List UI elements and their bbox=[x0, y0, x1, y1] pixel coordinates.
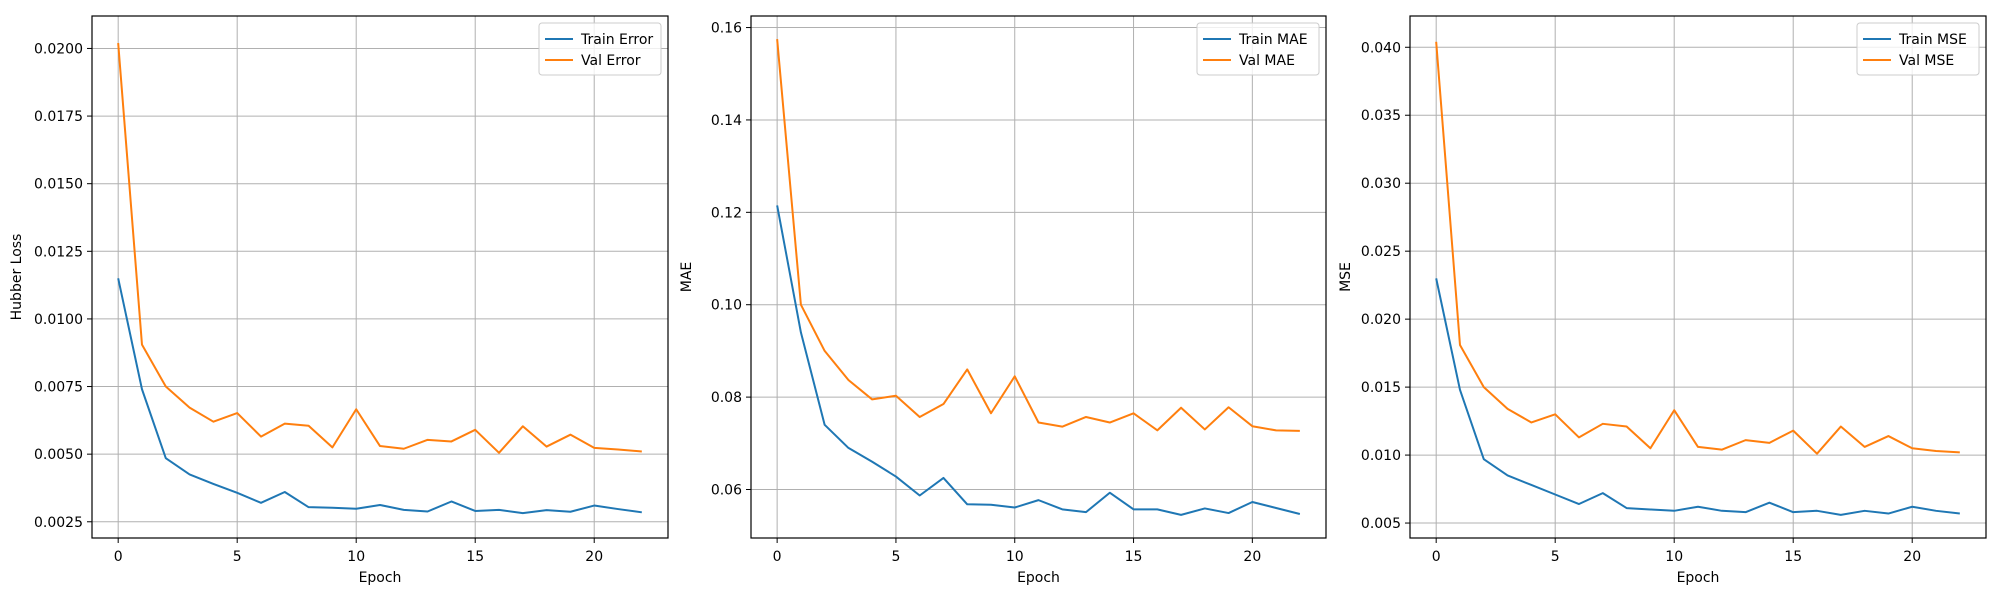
chart-panel-3: 0 5 10 15 20 0.005 0.010 0.015 0.020 0.025 0.030 0.… bbox=[1338, 15, 1987, 586]
x-tick-label: 10 bbox=[1665, 549, 1683, 565]
series-line-train-mae bbox=[776, 205, 1301, 516]
x-tick-label: 10 bbox=[1006, 549, 1024, 565]
legend: Train MAE Val MAE bbox=[1196, 22, 1320, 76]
plot-frame bbox=[750, 15, 1327, 539]
series-line-train-mse bbox=[1435, 278, 1960, 516]
legend: Train Error Val Error bbox=[538, 22, 662, 76]
series-line-val-mse bbox=[1435, 41, 1960, 455]
y-axis-label: MSE bbox=[1338, 262, 1354, 292]
x-tick-label: 20 bbox=[1243, 549, 1261, 565]
legend: Train MSE Val MSE bbox=[1856, 22, 1980, 76]
y-tick-label: 0.08 bbox=[711, 390, 742, 406]
y-tick-label: 0.0100 bbox=[34, 312, 83, 328]
series-line-val-mae bbox=[776, 39, 1300, 432]
series-line-train-error bbox=[117, 278, 642, 515]
x-axis-label: Epoch bbox=[1677, 570, 1720, 586]
x-tick-label: 5 bbox=[891, 549, 900, 565]
legend-label: Train MSE bbox=[1898, 32, 1967, 48]
x-tick-label: 0 bbox=[1432, 549, 1441, 565]
y-tick-label: 0.16 bbox=[711, 21, 742, 37]
x-axis-label: Epoch bbox=[359, 570, 402, 586]
y-tick-label: 0.0075 bbox=[34, 380, 83, 396]
y-tick-label: 0.010 bbox=[1361, 448, 1401, 464]
legend-label: Val MAE bbox=[1239, 53, 1295, 69]
y-tick-label: 0.12 bbox=[711, 205, 742, 221]
y-axis-label: MAE bbox=[679, 262, 695, 293]
y-tick-label: 0.020 bbox=[1361, 312, 1401, 328]
plot-frame bbox=[91, 15, 669, 539]
x-tick-label: 10 bbox=[347, 549, 365, 565]
x-tick-label: 15 bbox=[1125, 549, 1143, 565]
series-line-val-error bbox=[117, 42, 642, 454]
y-tick-label: 0.040 bbox=[1361, 40, 1401, 56]
y-tick-label: 0.025 bbox=[1361, 244, 1401, 260]
y-tick-label: 0.035 bbox=[1361, 108, 1401, 124]
plot-frame bbox=[1409, 15, 1987, 539]
legend-box bbox=[538, 22, 662, 76]
x-axis-label: Epoch bbox=[1017, 570, 1060, 586]
y-tick-label: 0.0150 bbox=[34, 177, 83, 193]
x-tick-label: 15 bbox=[466, 549, 484, 565]
legend-label: Val MSE bbox=[1899, 53, 1954, 69]
x-tick-label: 0 bbox=[773, 549, 782, 565]
y-tick-label: 0.10 bbox=[711, 298, 742, 314]
y-axis-label: Hubber Loss bbox=[9, 234, 25, 321]
x-tick-label: 15 bbox=[1784, 549, 1802, 565]
legend-box bbox=[1856, 22, 1980, 76]
x-tick-label: 0 bbox=[114, 549, 123, 565]
y-tick-label: 0.005 bbox=[1361, 516, 1401, 532]
chart-panel-1: 0 5 10 15 20 0.0025 0.0050 0.0075 0.0100 0.0125 0.… bbox=[9, 15, 669, 586]
y-tick-label: 0.0125 bbox=[34, 244, 83, 260]
y-tick-label: 0.06 bbox=[711, 482, 742, 498]
legend-label: Train Error bbox=[580, 32, 653, 48]
legend-box bbox=[1196, 22, 1320, 76]
x-tick-label: 5 bbox=[1551, 549, 1560, 565]
y-tick-label: 0.0200 bbox=[34, 41, 83, 57]
y-tick-label: 0.14 bbox=[711, 113, 742, 129]
x-tick-label: 20 bbox=[1903, 549, 1921, 565]
y-tick-label: 0.0050 bbox=[34, 447, 83, 463]
legend-label: Train MAE bbox=[1238, 32, 1308, 48]
x-tick-label: 20 bbox=[585, 549, 603, 565]
chart-panel-2: 0 5 10 15 20 0.06 0.08 0.10 0.12 0.14 0.16 Epoch MAE… bbox=[679, 15, 1327, 586]
y-tick-label: 0.0025 bbox=[34, 515, 83, 531]
legend-label: Val Error bbox=[581, 53, 641, 69]
y-tick-label: 0.030 bbox=[1361, 176, 1401, 192]
y-tick-label: 0.0175 bbox=[34, 109, 83, 125]
x-tick-label: 5 bbox=[233, 549, 242, 565]
y-tick-label: 0.015 bbox=[1361, 380, 1401, 396]
